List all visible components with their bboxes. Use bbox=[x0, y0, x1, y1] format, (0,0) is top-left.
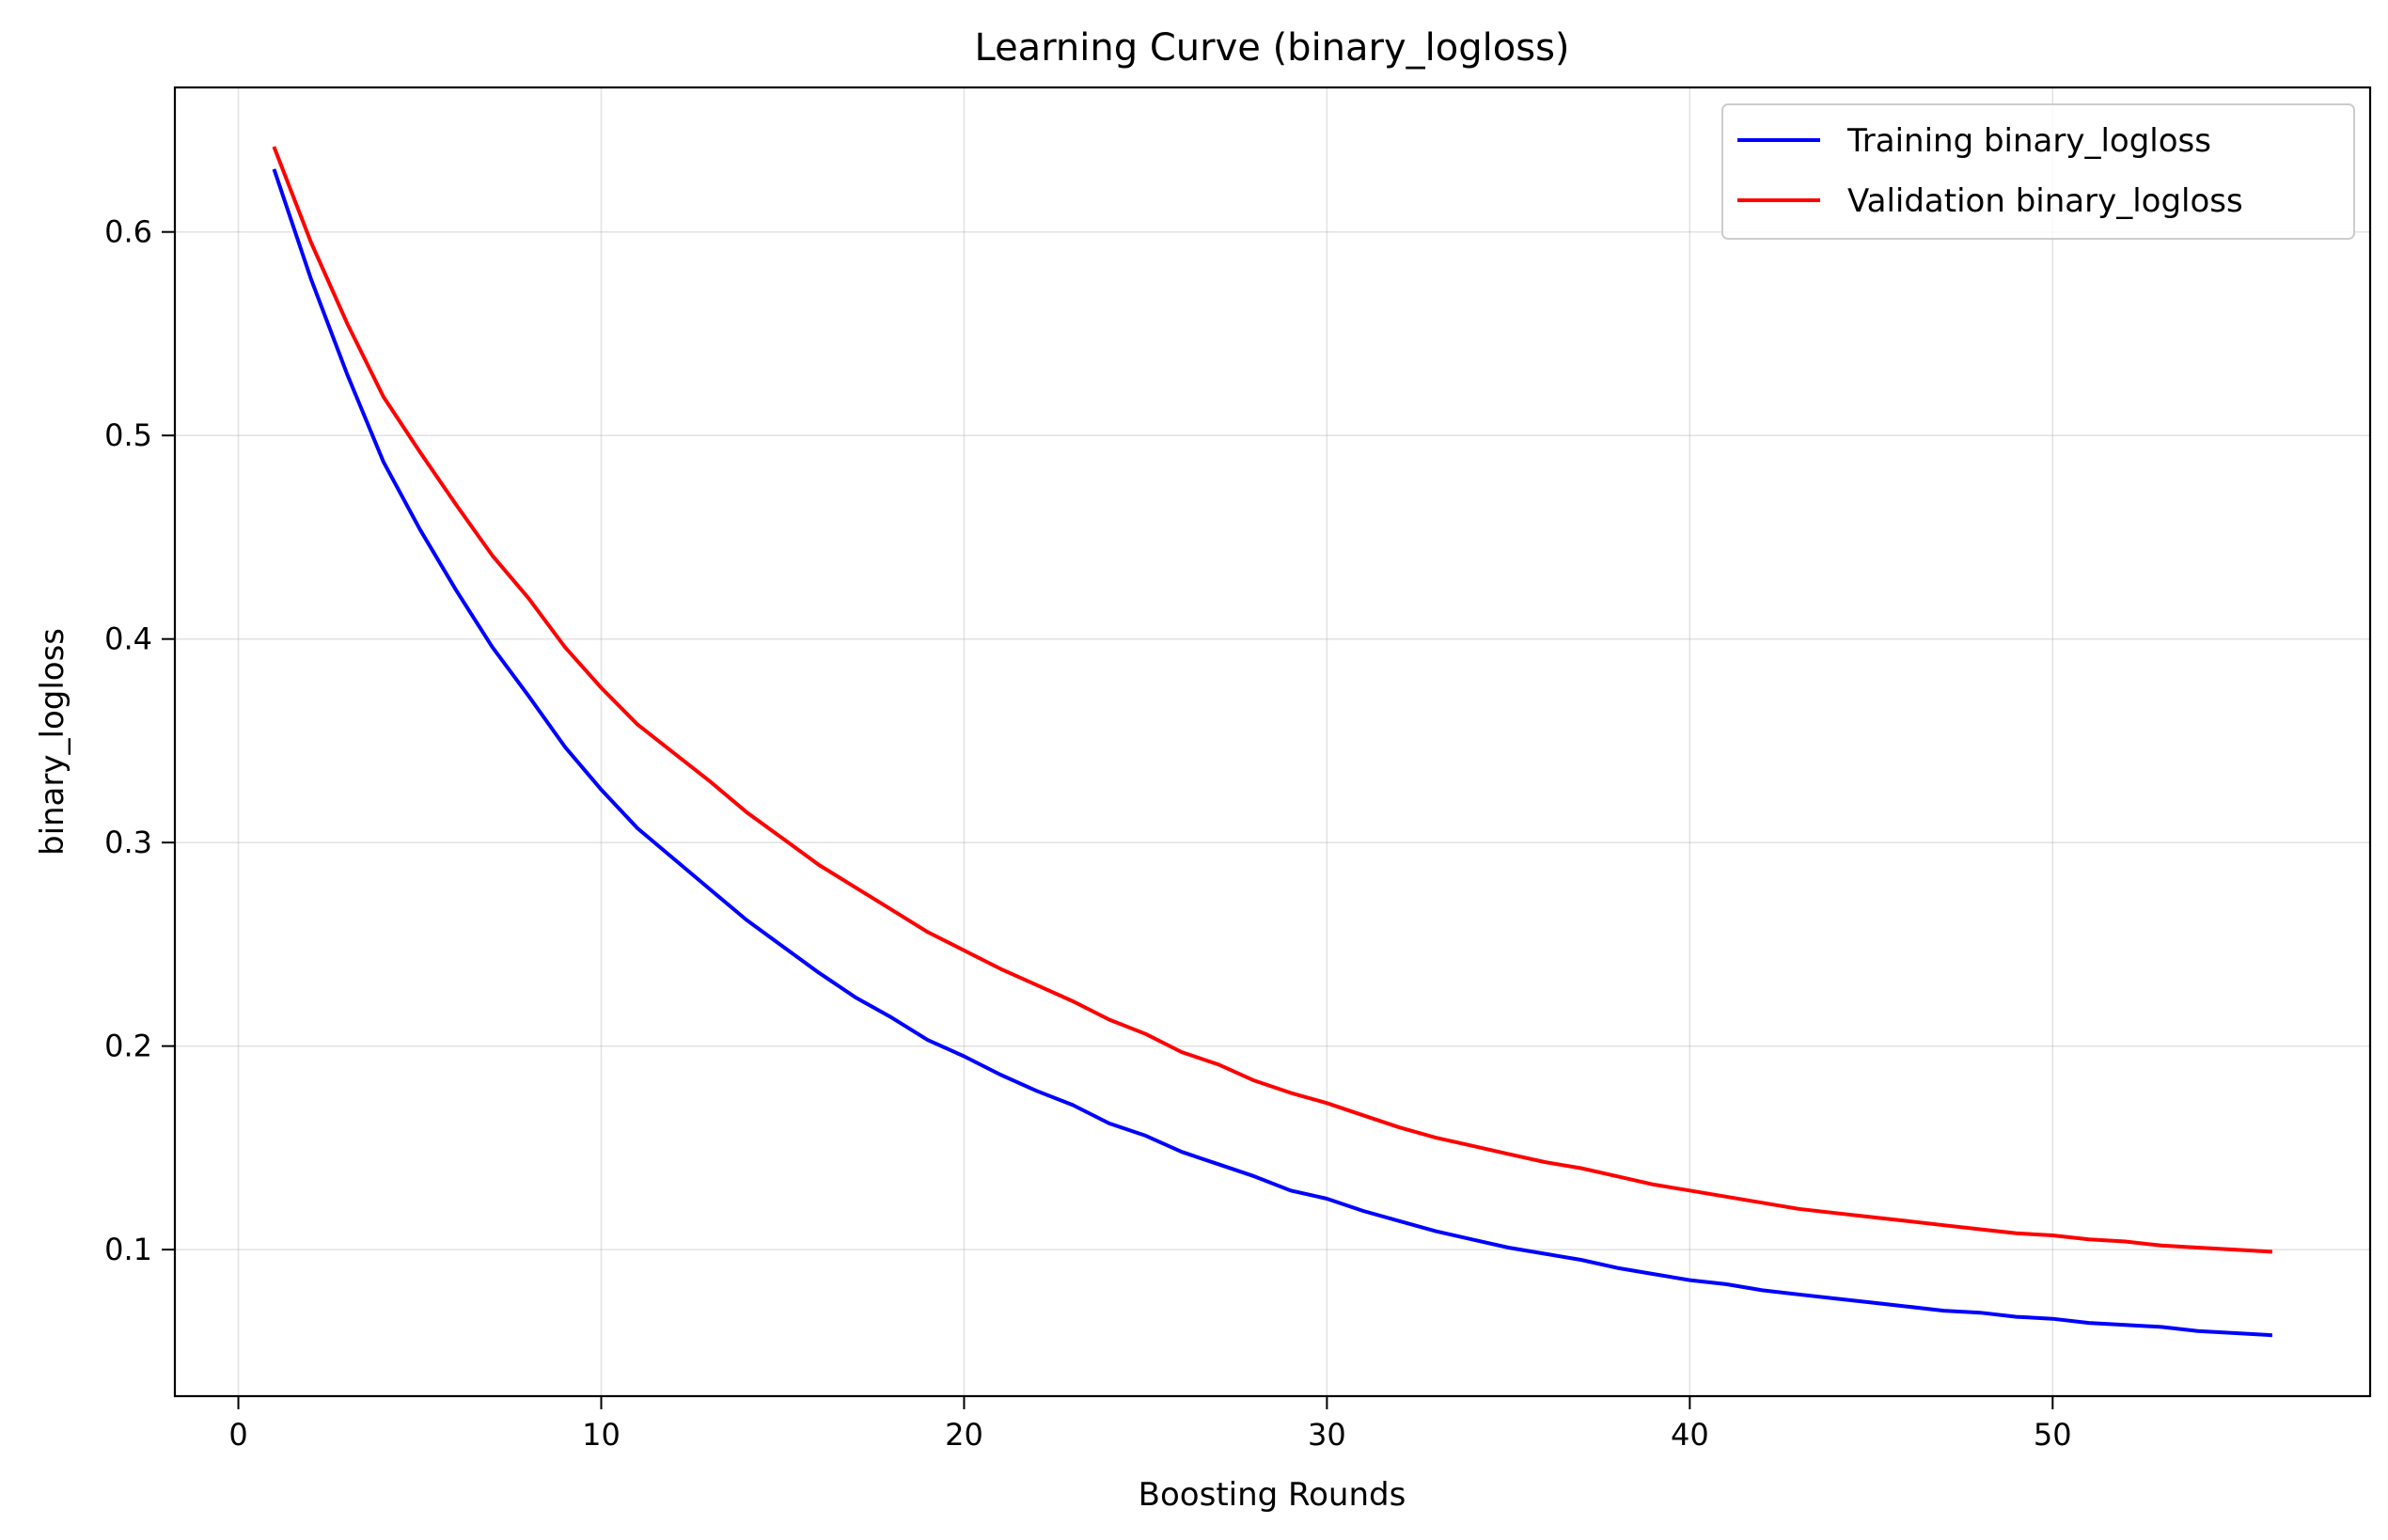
y-tick-label: 0.5 bbox=[104, 417, 152, 453]
legend: Training binary_logloss Validation binar… bbox=[1721, 103, 2355, 240]
series-line-validation bbox=[272, 146, 2273, 1254]
y-axis-title: binary_logloss bbox=[34, 628, 71, 856]
legend-box bbox=[1721, 103, 2355, 240]
chart-title: Learning Curve (binary_logloss) bbox=[974, 26, 1569, 70]
y-tick-label: 0.3 bbox=[104, 825, 152, 860]
y-tick-label: 0.2 bbox=[104, 1029, 152, 1064]
legend-label-validation: Validation binary_logloss bbox=[1847, 182, 2243, 220]
x-tick-label: 20 bbox=[945, 1417, 983, 1453]
x-tick-label: 10 bbox=[582, 1417, 621, 1453]
x-tick-label: 40 bbox=[1671, 1417, 1709, 1453]
series-lines bbox=[272, 146, 2273, 1338]
series-line-training bbox=[272, 168, 2273, 1338]
x-axis-title: Boosting Rounds bbox=[1139, 1476, 1406, 1514]
x-axis-ticks: 0 10 20 30 40 50 bbox=[228, 1396, 2072, 1453]
grid bbox=[175, 87, 2370, 1396]
x-tick-label: 30 bbox=[1308, 1417, 1346, 1453]
y-tick-label: 0.6 bbox=[104, 214, 152, 250]
legend-label-training: Training binary_logloss bbox=[1846, 122, 2211, 160]
y-tick-label: 0.4 bbox=[104, 621, 152, 657]
x-tick-label: 50 bbox=[2034, 1417, 2072, 1453]
x-tick-label: 0 bbox=[228, 1417, 247, 1453]
y-axis-ticks: 0.1 0.2 0.3 0.4 0.5 0.6 bbox=[104, 214, 175, 1267]
plot-frame bbox=[173, 86, 2372, 1398]
y-tick-label: 0.1 bbox=[104, 1232, 152, 1267]
